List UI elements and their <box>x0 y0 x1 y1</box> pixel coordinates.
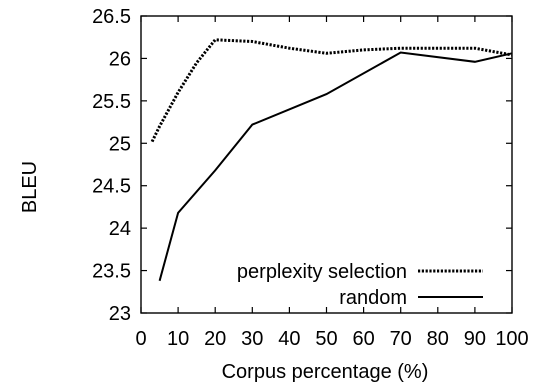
x-axis-ticks: 0 10 20 30 40 50 60 70 80 90 100 <box>135 16 529 350</box>
y-tick-label: 25 <box>109 133 131 155</box>
y-tick-label: 26 <box>109 48 131 70</box>
y-axis-label: BLEU <box>19 161 41 213</box>
y-axis-ticks: 23 23.5 24 24.5 25 25.5 26 26.5 <box>92 6 512 325</box>
x-axis-label: Corpus percentage (%) <box>222 361 429 383</box>
y-tick-label: 23 <box>109 303 131 325</box>
y-tick-label: 23.5 <box>92 261 131 283</box>
series-layer <box>150 38 513 282</box>
series-line-perplexity-selection <box>150 38 513 143</box>
legend-label-perplexity-selection: perplexity selection <box>237 261 407 283</box>
y-tick-label: 26.5 <box>92 6 131 28</box>
x-tick-label: 30 <box>241 328 263 350</box>
x-tick-label: 80 <box>427 328 449 350</box>
x-tick-label: 70 <box>390 328 412 350</box>
x-tick-label: 50 <box>315 328 337 350</box>
legend-label-random: random <box>339 287 407 309</box>
series-line-random <box>158 51 513 282</box>
x-tick-label: 100 <box>495 328 528 350</box>
y-tick-label: 24.5 <box>92 176 131 198</box>
y-tick-label: 25.5 <box>92 91 131 113</box>
x-tick-label: 0 <box>135 328 146 350</box>
x-tick-label: 60 <box>352 328 374 350</box>
x-tick-label: 40 <box>278 328 300 350</box>
x-tick-label: 20 <box>204 328 226 350</box>
y-tick-label: 24 <box>109 218 131 240</box>
legend: perplexity selection random <box>237 261 483 309</box>
x-tick-label: 90 <box>464 328 486 350</box>
x-tick-label: 10 <box>167 328 189 350</box>
